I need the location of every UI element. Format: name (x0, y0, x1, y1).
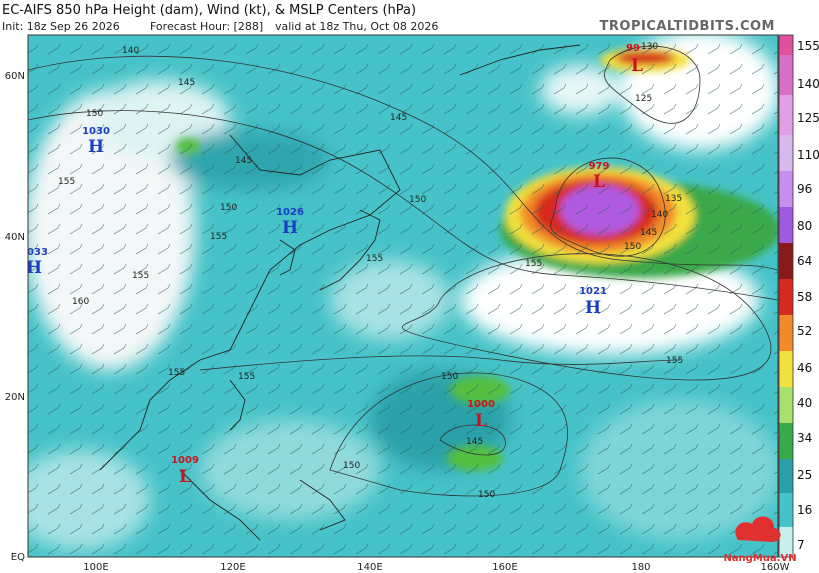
colorbar (778, 34, 794, 558)
colorbar-label: 46 (797, 361, 812, 375)
pressure-symbol: H (585, 298, 601, 318)
forecast-hour: Forecast Hour: [288] (150, 20, 263, 33)
colorbar-label: 52 (797, 324, 812, 338)
longitude-label: 180 (631, 562, 650, 573)
contour-label: 145 (235, 156, 252, 166)
contour-label: 150 (441, 372, 458, 382)
longitude-label: 100E (83, 562, 108, 573)
contour-label: 155 (168, 368, 185, 378)
contour-label: 145 (178, 78, 195, 88)
colorbar-label: 110 (797, 148, 819, 162)
pressure-symbol: H (26, 258, 42, 278)
map-area: 140 145 145 150 155 145 150 155 150 155 … (20, 35, 778, 557)
contour-label: 155 (666, 356, 683, 366)
pressure-symbol: L (179, 467, 191, 487)
colorbar-label: 7 (797, 538, 805, 552)
pressure-symbol: H (88, 137, 104, 157)
contour-label: 155 (238, 372, 255, 382)
latitude-label: 20N (5, 392, 25, 403)
pressure-value: 1000 (467, 399, 495, 410)
colorbar-label: 58 (797, 290, 812, 304)
pressure-symbol: L (475, 411, 487, 431)
watermark-icon (735, 516, 781, 542)
latitude-label: EQ (11, 552, 25, 563)
colorbar-label: 140 (797, 77, 819, 91)
colorbar-label: 25 (797, 468, 812, 482)
longitude-label: 160W (761, 562, 790, 573)
contour-label: 145 (640, 228, 657, 238)
longitude-label: 160E (492, 562, 517, 573)
contour-label: 140 (122, 46, 139, 56)
pressure-value: 1021 (579, 286, 607, 297)
colorbar-label: 40 (797, 396, 812, 410)
colorbar-label: 34 (797, 431, 812, 445)
colorbar-label: 125 (797, 111, 819, 125)
contour-label: 155 (210, 232, 227, 242)
contour-label: 145 (466, 437, 483, 447)
pressure-value: 979 (589, 161, 610, 172)
contour-label: 150 (86, 109, 103, 119)
contour-label: 140 (651, 210, 668, 220)
latitude-label: 60N (5, 71, 25, 82)
pressure-symbol: L (631, 56, 643, 76)
longitude-label: 120E (220, 562, 245, 573)
contour-label: 155 (58, 177, 75, 187)
map-title: EC-AIFS 850 hPa Height (dam), Wind (kt),… (2, 3, 416, 18)
colorbar-label: 80 (797, 219, 812, 233)
source: TROPICALTIDBITS.COM (600, 19, 775, 34)
pressure-value: 1030 (82, 126, 110, 137)
pressure-value: 99 (626, 43, 640, 54)
contour-label: 135 (665, 194, 682, 204)
contour-label: 125 (635, 94, 652, 104)
watermark: NangMua.VN (723, 553, 796, 564)
colorbar-label: 155 (797, 39, 819, 53)
colorbar-label: 64 (797, 254, 812, 268)
contour-label: 155 (366, 254, 383, 264)
pressure-symbol: L (593, 172, 605, 192)
contour-label: 155 (132, 271, 149, 281)
contour-label: 150 (478, 490, 495, 500)
contour-label: 160 (72, 297, 89, 307)
pressure-value: 1026 (276, 207, 304, 218)
init-time: Init: 18z Sep 26 2026 (2, 20, 120, 33)
pressure-symbol: H (282, 218, 298, 238)
pressure-value: 1033 (20, 247, 48, 258)
colorbar-label: 96 (797, 182, 812, 196)
contour-label: 150 (624, 242, 641, 252)
contour-label: 150 (409, 195, 426, 205)
contour-label: 150 (220, 203, 237, 213)
contour-label: 145 (390, 113, 407, 123)
valid-time: valid at 18z Thu, Oct 08 2026 (275, 20, 438, 33)
pressure-value: 1009 (171, 455, 199, 466)
latitude-label: 40N (5, 232, 25, 243)
colorbar-label: 16 (797, 503, 812, 517)
map-frame (27, 34, 779, 558)
contour-label: 130 (641, 42, 658, 52)
contour-label: 155 (525, 259, 542, 269)
contour-label: 150 (343, 461, 360, 471)
longitude-label: 140E (357, 562, 382, 573)
